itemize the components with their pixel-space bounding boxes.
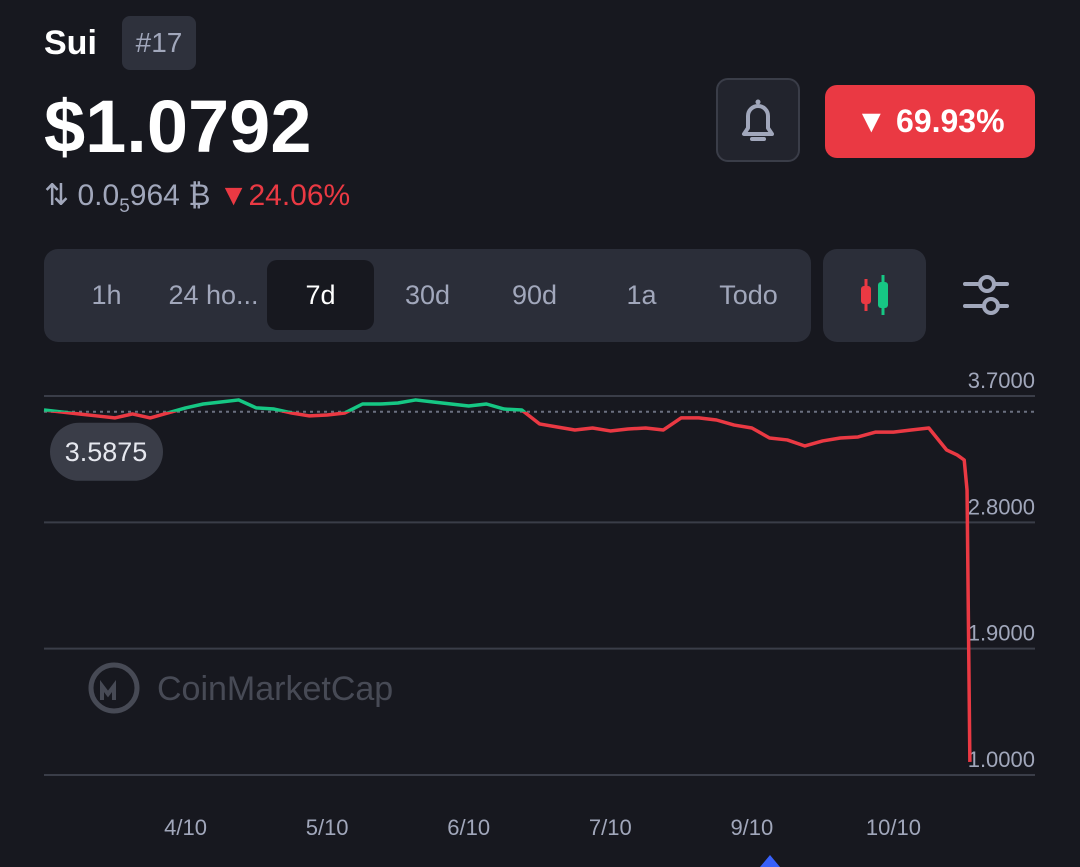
y-tick-label: 2.8000 xyxy=(968,494,1035,519)
range-tab[interactable]: 1a xyxy=(626,280,657,310)
y-tick-label: 3.7000 xyxy=(968,368,1035,393)
price-line xyxy=(43,411,972,762)
range-tab[interactable]: 1h xyxy=(91,280,122,310)
btc-change-value: 24.06% xyxy=(248,179,351,212)
btc-tail: 964 xyxy=(129,179,180,212)
rank: #17 xyxy=(122,16,196,70)
range-tab[interactable]: 30d xyxy=(404,280,451,310)
price: $1.0792 xyxy=(44,85,312,168)
reference-label: 3.5875 xyxy=(65,437,148,467)
settings-icon[interactable] xyxy=(955,268,1015,324)
range-tab[interactable]: 90d xyxy=(511,280,558,310)
x-tick-label: 10/10 xyxy=(866,815,921,840)
btc-symbol: ₿ xyxy=(188,179,211,212)
x-tick-label: 5/10 xyxy=(306,815,349,840)
btc-price: ⇅ 0.05964 ₿ ▼24.06% xyxy=(44,178,350,218)
swap-icon: ⇅ xyxy=(44,179,78,212)
x-tick-label: 4/10 xyxy=(164,815,207,840)
btc-change: ▼24.06% xyxy=(218,179,351,212)
reference-bubble xyxy=(50,422,163,481)
candle-toggle[interactable] xyxy=(823,249,926,342)
alert-button[interactable] xyxy=(716,78,800,162)
change-badge-value: 69.93% xyxy=(896,103,1005,139)
candle-icon xyxy=(861,275,888,315)
x-tick-label: 6/10 xyxy=(447,815,490,840)
range-tab[interactable]: Todo xyxy=(719,280,778,310)
tab-bar: 1h 24 ho... 7d 30d 90d 1a Todo xyxy=(44,249,811,342)
btc-sub: 5 xyxy=(119,196,130,217)
y-tick-label: 1.0000 xyxy=(968,747,1035,772)
watermark: CoinMarketCap xyxy=(88,662,393,714)
change-badge: ▼ 69.93% xyxy=(825,85,1035,158)
price-line-above xyxy=(43,398,527,412)
btc-lead: 0.0 xyxy=(77,179,120,212)
range-tab[interactable]: 7d xyxy=(267,260,374,330)
watermark-text: CoinMarketCap xyxy=(157,670,393,708)
x-tick-label: 9/10 xyxy=(730,815,773,840)
bell-icon xyxy=(742,99,774,141)
x-tick-label: 7/10 xyxy=(589,815,632,840)
y-tick-label: 1.9000 xyxy=(968,621,1035,646)
range-tab[interactable]: 24 ho... xyxy=(168,280,259,310)
scroll-indicator xyxy=(760,855,780,867)
coin-name: Sui xyxy=(44,24,97,62)
